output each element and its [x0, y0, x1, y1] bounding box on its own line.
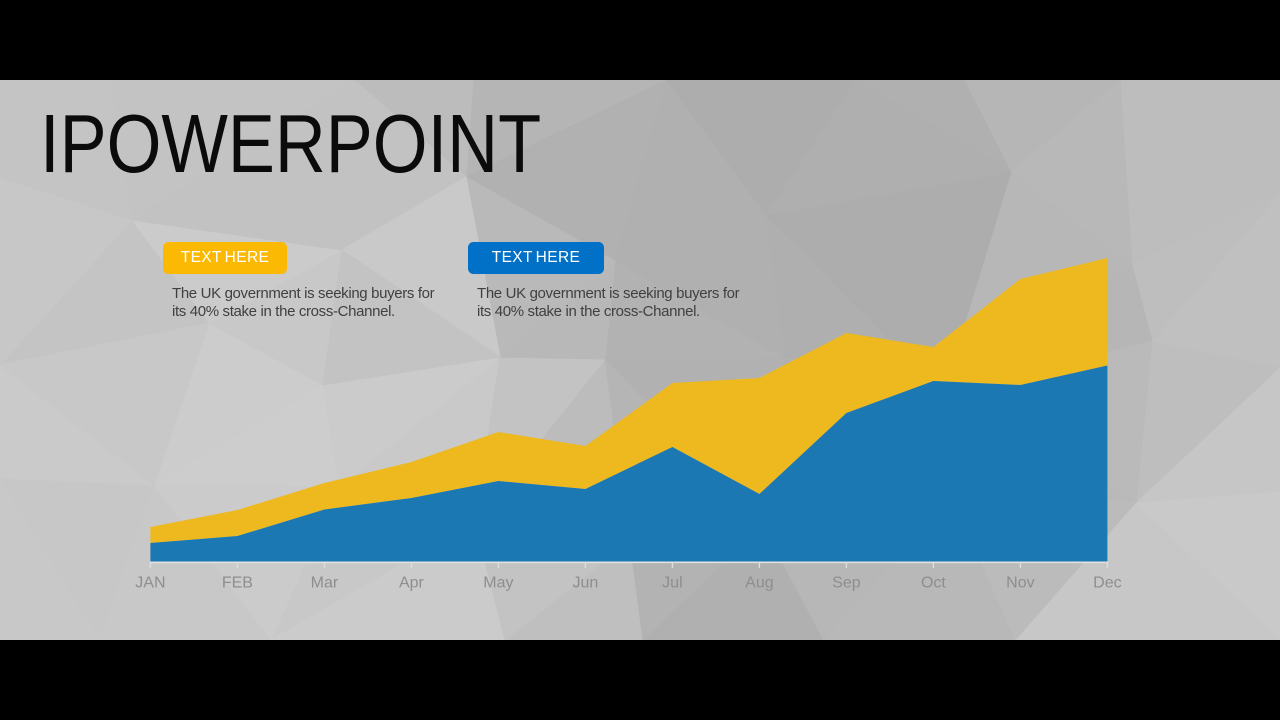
svg-text:FEB: FEB: [222, 575, 253, 592]
svg-text:Sep: Sep: [832, 575, 861, 592]
svg-text:Dec: Dec: [1093, 575, 1121, 592]
svg-text:Jun: Jun: [573, 575, 599, 592]
svg-text:JAN: JAN: [135, 575, 165, 592]
svg-text:Jul: Jul: [662, 575, 682, 592]
svg-text:Oct: Oct: [921, 575, 946, 592]
svg-text:Mar: Mar: [311, 575, 339, 592]
svg-text:Nov: Nov: [1006, 575, 1034, 592]
svg-text:Aug: Aug: [745, 575, 773, 592]
svg-text:May: May: [483, 575, 513, 592]
svg-text:Apr: Apr: [399, 575, 425, 592]
